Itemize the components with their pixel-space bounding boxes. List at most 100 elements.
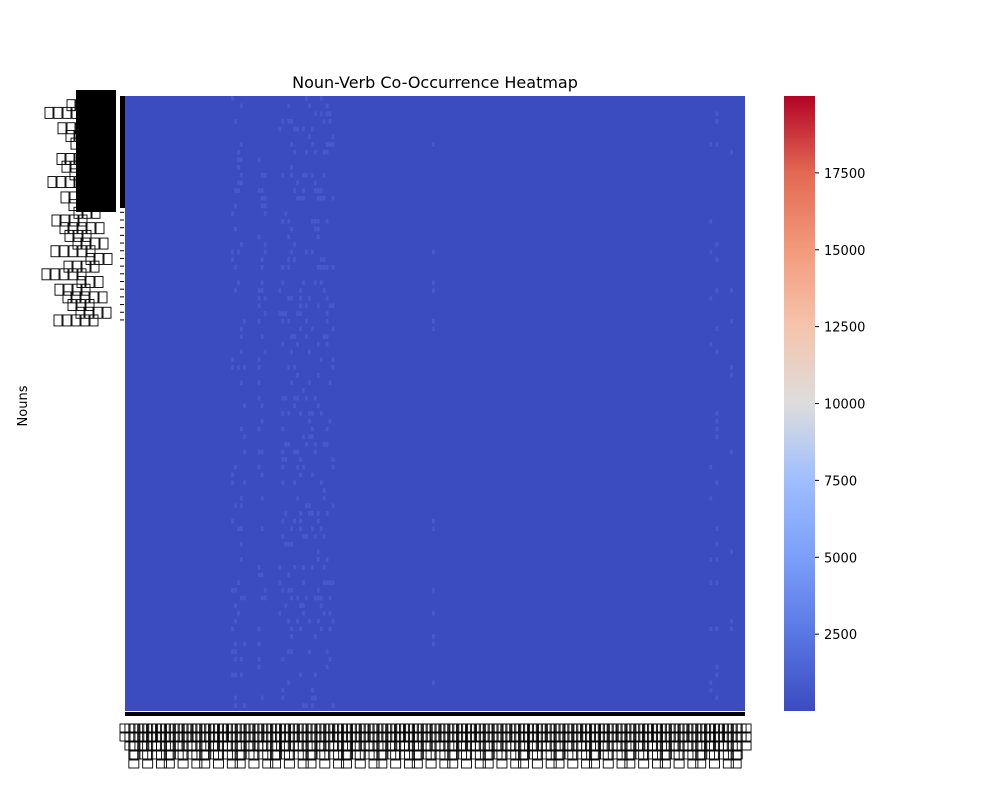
heatmap-cell (260, 265, 264, 270)
heatmap-cell (715, 111, 719, 116)
heatmap-cell (231, 588, 234, 593)
heatmap-cell (328, 142, 332, 147)
colorbar-ticks: 2500 5000 7500 10000 12500 15000 17500 (815, 167, 865, 643)
heatmap-cell (709, 680, 713, 685)
heatmap-cell (325, 219, 329, 224)
heatmap-cell (257, 641, 261, 647)
heatmap-cell (316, 403, 320, 409)
heatmap-cell (296, 372, 299, 378)
heatmap-cell (299, 626, 302, 632)
heatmap-cell (328, 595, 332, 601)
heatmap-cell (322, 172, 326, 178)
heatmap-cell (287, 588, 291, 593)
heatmap-cell (299, 326, 302, 332)
heatmap-cell (260, 495, 264, 501)
heatmap-cell (715, 695, 719, 701)
heatmap-cell (284, 395, 288, 401)
heatmap-cell (243, 403, 246, 409)
heatmap-cell (231, 365, 234, 370)
heatmap-cell (293, 149, 296, 155)
heatmap-cell (299, 472, 302, 478)
heatmap-cell (328, 119, 332, 124)
y-tick-label (64, 229, 124, 242)
heatmap-cell (281, 457, 285, 462)
heatmap-cell (325, 318, 329, 324)
heatmap-cell (325, 441, 329, 447)
heatmap-cell (234, 672, 237, 678)
heatmap-cell (290, 626, 293, 632)
heatmap-cell (709, 219, 713, 224)
heatmap-cell (284, 541, 288, 547)
heatmap-cell (316, 549, 320, 555)
heatmap-cell (331, 134, 335, 140)
heatmap-cell (311, 172, 314, 178)
heatmap-cell (313, 595, 317, 601)
heatmap-cell (302, 703, 305, 708)
heatmap-cell (293, 518, 296, 524)
heatmap-cell (322, 564, 326, 570)
heatmap-cell (316, 234, 320, 239)
heatmap-cell (240, 526, 243, 532)
heatmap-cell (331, 618, 335, 624)
heatmap-cell (313, 188, 317, 193)
heatmap-cell (237, 580, 240, 585)
heatmap-cell (263, 595, 267, 601)
heatmap-cell (290, 295, 293, 301)
heatmap-cell (319, 188, 323, 193)
heatmap-cell (325, 557, 329, 562)
heatmap-cell (243, 365, 246, 370)
heatmap-cell (730, 365, 733, 370)
heatmap-cell (293, 126, 296, 132)
heatmap-cell (287, 411, 291, 416)
heatmap-cell (313, 695, 317, 701)
heatmap-cell (328, 380, 332, 386)
heatmap-cell (240, 503, 243, 509)
heatmap-cell (311, 526, 314, 532)
heatmap-cell (325, 142, 329, 147)
y-axis-label: Nouns (16, 385, 31, 426)
heatmap-cell (257, 395, 261, 401)
heatmap-cell (308, 411, 311, 416)
heatmap-cell (281, 449, 285, 455)
heatmap-cell (240, 672, 243, 678)
heatmap-cell (290, 588, 293, 593)
heatmap-cell (730, 618, 733, 624)
heatmap-cell (263, 242, 267, 247)
heatmap-cell (715, 426, 719, 432)
heatmap-cell (243, 449, 246, 455)
heatmap-cell (331, 303, 335, 309)
heatmap-cell (278, 611, 282, 616)
y-tick-label (54, 283, 124, 296)
heatmap-cell (331, 503, 335, 509)
heatmap-cell (296, 595, 299, 601)
heatmap-cell (293, 188, 296, 193)
chart-title: Noun-Verb Co-Occurrence Heatmap (292, 73, 578, 92)
y-tick-label (50, 245, 124, 258)
heatmap-cell (281, 480, 285, 485)
heatmap-cell (305, 395, 308, 401)
colorbar-tick-label: 17500 (824, 167, 865, 182)
heatmap-cell (730, 288, 733, 293)
heatmap-cell (319, 96, 323, 101)
heatmap-cell (311, 411, 314, 416)
heatmap-cell (237, 165, 240, 170)
heatmap-cell (231, 480, 234, 485)
heatmap-cell (257, 449, 261, 455)
heatmap-cell (715, 411, 719, 416)
heatmap-cell (313, 449, 317, 455)
heatmap-cell (237, 280, 240, 286)
heatmap-cell (296, 342, 299, 347)
heatmap-cell (311, 564, 314, 570)
heatmap-cell (281, 534, 285, 539)
heatmap-cell (730, 626, 733, 632)
heatmap-cell (296, 465, 299, 470)
heatmap-cell (240, 380, 243, 386)
heatmap-cell (311, 142, 314, 147)
heatmap-cell (260, 280, 264, 286)
heatmap-cell (243, 480, 246, 485)
heatmap-cell (299, 511, 302, 516)
heatmap-cell (308, 134, 311, 140)
heatmap-cell (260, 195, 264, 201)
heatmap-cell (281, 465, 285, 470)
heatmap-cell (260, 172, 264, 178)
